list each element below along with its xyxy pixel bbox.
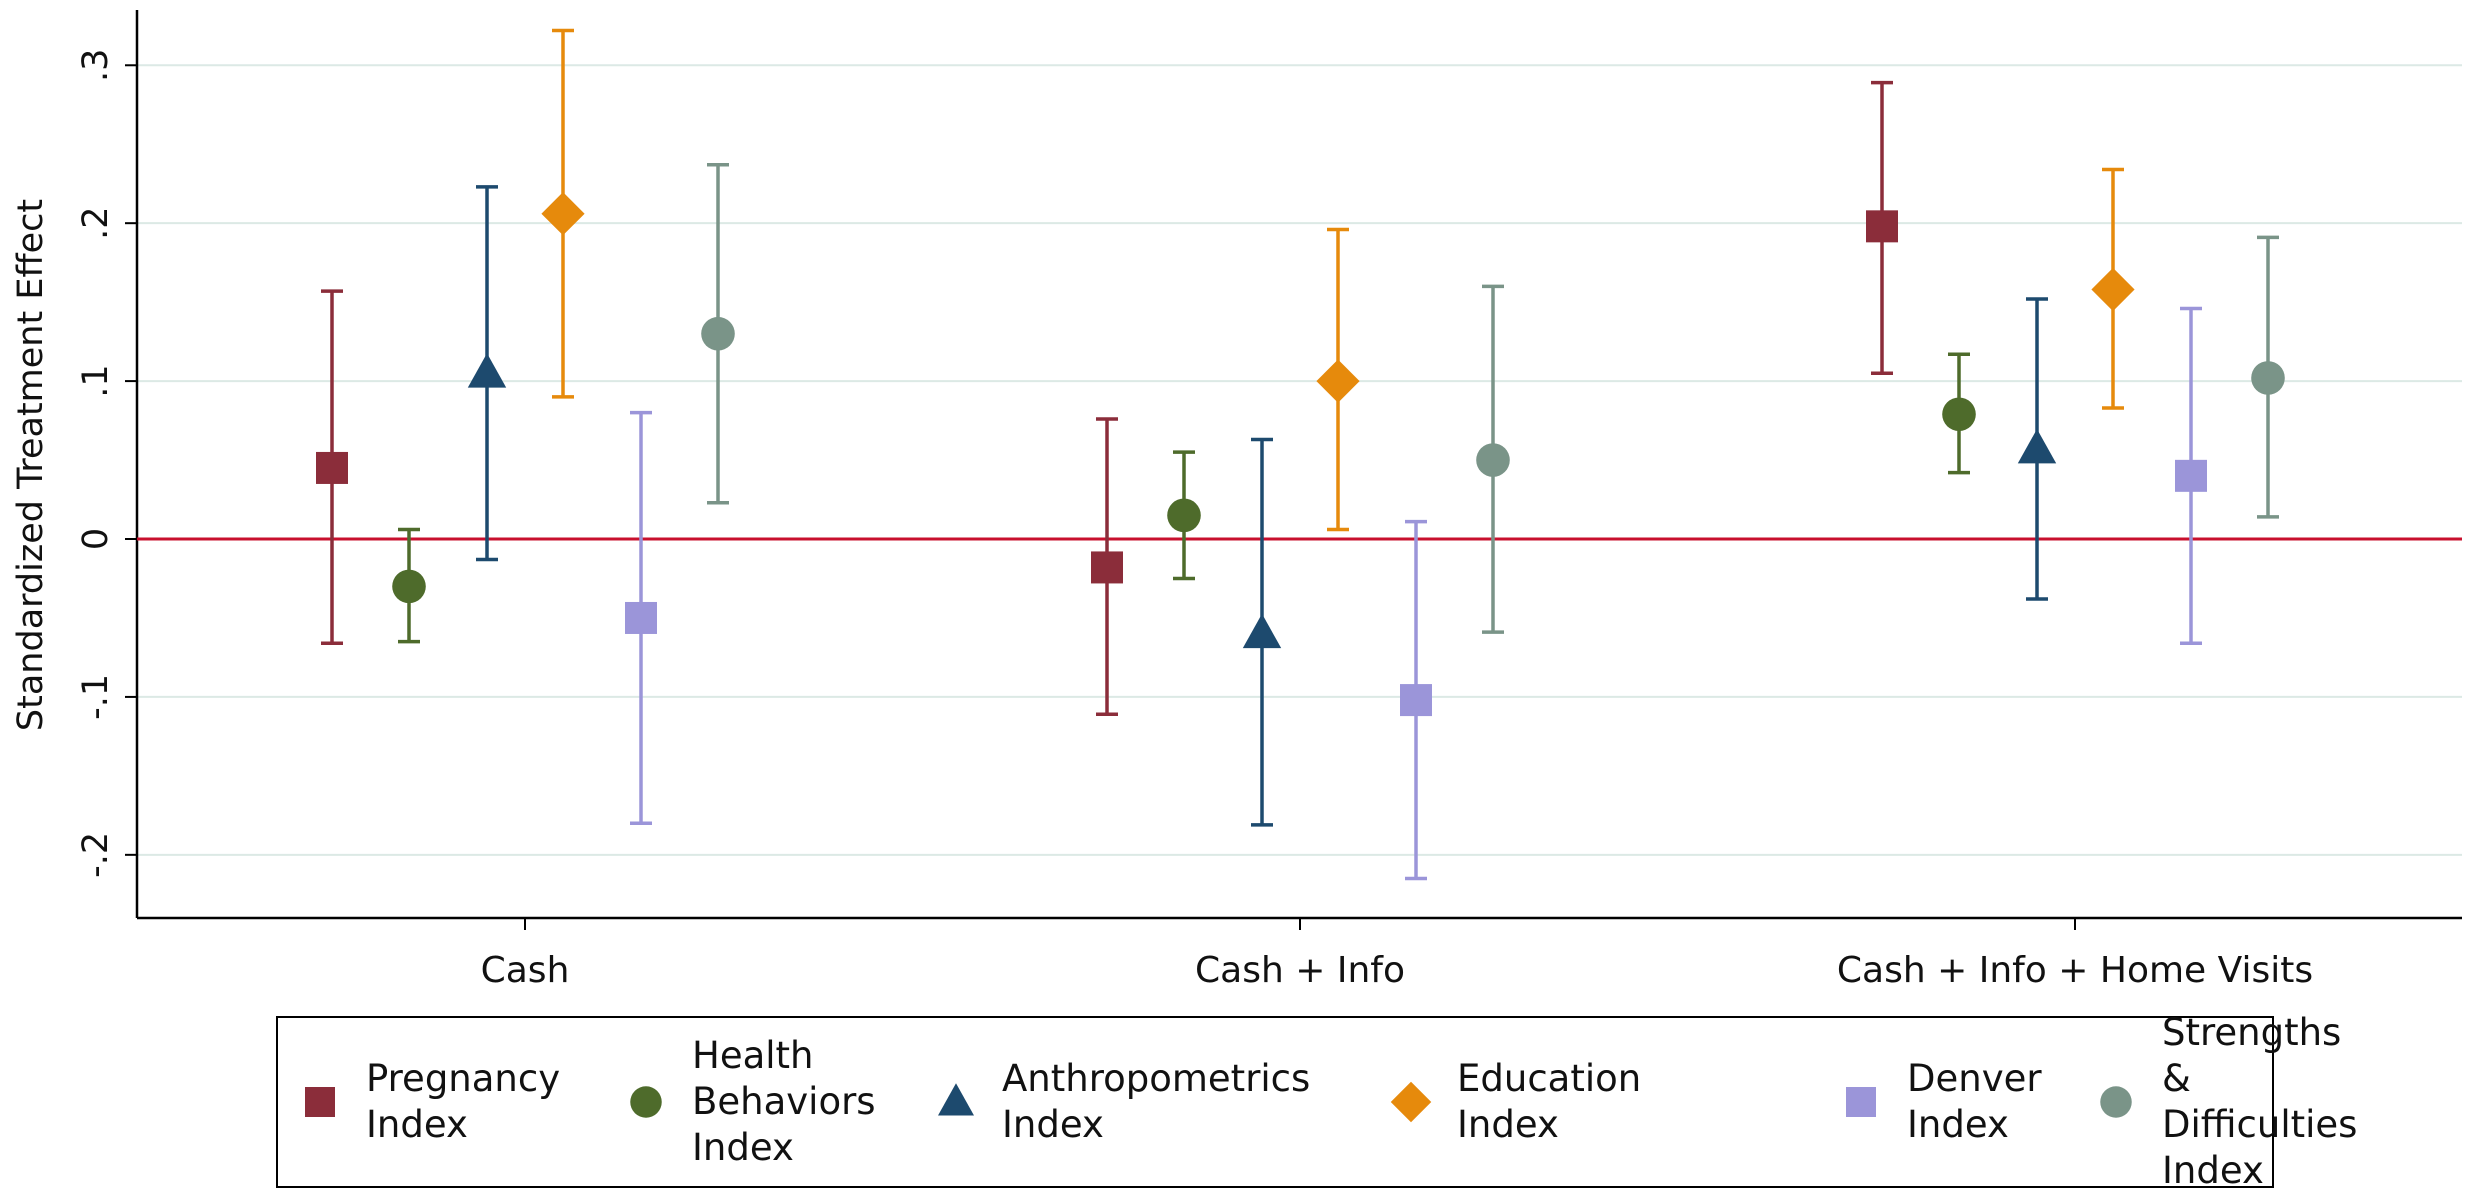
legend-item: Anthropometrics Index [928, 1018, 1310, 1186]
legend-label: Anthropometrics Index [1002, 1057, 1311, 1146]
legend-item: Pregnancy Index [292, 1018, 560, 1186]
point-estimate [541, 192, 585, 236]
legend-item: Education Index [1383, 1018, 1641, 1186]
legend-symbol [2100, 1086, 2132, 1118]
point-estimate [625, 601, 657, 634]
point-estimate [2251, 361, 2285, 395]
x-tick-label: Cash + Info [1195, 950, 1405, 991]
legend-item: Denver Index [1833, 1018, 2042, 1186]
legend-symbol [938, 1083, 974, 1116]
legend-marker-triangle [928, 1072, 984, 1132]
point-estimate [392, 569, 426, 604]
legend: Pregnancy Index Health Behaviors Index Ant… [276, 1011, 2357, 1192]
y-tick-label: .2 [76, 206, 116, 239]
axes: -.2 -.1 0 .1 .2 .3 Cash Cash + Info Cash + Info … [76, 10, 2462, 991]
point-estimate [1866, 210, 1898, 243]
legend-symbol [1390, 1081, 1432, 1123]
legend-symbol [1846, 1087, 1876, 1117]
legend-marker-circle [618, 1072, 674, 1132]
point-estimate [1167, 498, 1201, 533]
point-estimate [1091, 551, 1123, 584]
legend-marker-shape [1390, 1081, 1432, 1123]
legend-symbol [630, 1086, 662, 1118]
legend-label: Denver Index [1907, 1057, 2042, 1146]
point-estimate [1242, 613, 1282, 649]
legend-marker-shape [1846, 1087, 1876, 1117]
point-estimate [1400, 684, 1432, 717]
legend-item: Health Behaviors Index [618, 1018, 876, 1186]
legend-marker-shape [938, 1083, 974, 1116]
series-anthropometrics-index [467, 185, 2057, 827]
gridlines [137, 64, 2462, 856]
legend-marker-shape [630, 1086, 662, 1118]
legend-marker-shape [2100, 1086, 2132, 1118]
point-estimate [2017, 428, 2057, 464]
legend-marker-diamond [1383, 1072, 1439, 1132]
series-health-behaviors-index [392, 352, 1976, 644]
series-education-index [541, 28, 2135, 532]
legend-symbol [305, 1087, 335, 1117]
legend-marker-square [1833, 1072, 1889, 1132]
point-estimate [701, 316, 735, 351]
data-series [316, 28, 2285, 881]
point-estimate [2091, 267, 2135, 312]
legend-label: Education Index [1457, 1057, 1642, 1146]
y-tick-label: 0 [76, 528, 116, 550]
y-tick-label: -.1 [76, 674, 116, 720]
point-estimate [316, 451, 348, 484]
x-tick-label: Cash [481, 950, 570, 991]
legend-marker-shape [305, 1087, 335, 1117]
y-tick-label: .3 [76, 49, 116, 82]
y-axis-label: Standardized Treatment Effect [11, 199, 51, 731]
point-estimate [1942, 397, 1976, 432]
y-tick-label: -.2 [76, 832, 116, 878]
point-estimate [1476, 443, 1510, 477]
legend-label: Health Behaviors Index [692, 1034, 876, 1169]
legend-label: Pregnancy Index [366, 1057, 561, 1146]
series-denver-index [625, 306, 2207, 881]
point-estimate [2175, 459, 2207, 492]
legend-item: Strengths & Difficulties Index [2088, 1011, 2357, 1192]
point-estimate [1316, 359, 1360, 403]
legend-marker-circle [2088, 1072, 2144, 1132]
legend-marker-square [292, 1072, 348, 1132]
series-strengths-difficulties-index [701, 163, 2285, 634]
x-tick-label: Cash + Info + Home Visits [1837, 950, 2313, 991]
coefficient-plot: -.2 -.1 0 .1 .2 .3 Cash Cash + Info Cash + Info … [11, 10, 2462, 991]
point-estimate [467, 353, 507, 388]
legend-label: Strengths & Difficulties Index [2162, 1011, 2358, 1192]
y-tick-label: .1 [76, 364, 116, 397]
series-pregnancy-index [316, 80, 1898, 717]
